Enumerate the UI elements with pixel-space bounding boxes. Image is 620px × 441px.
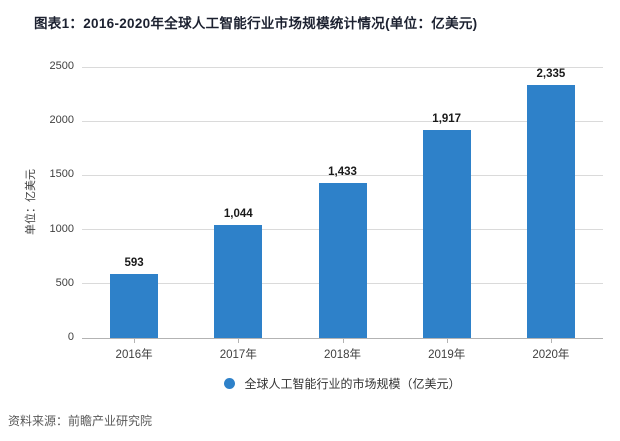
bar: [214, 224, 263, 338]
bar-value-label: 2,335: [536, 67, 566, 80]
x-tick-label: 2018年: [323, 349, 362, 361]
bar-value-label: 1,917: [432, 113, 462, 126]
bar-value-label: 593: [124, 256, 144, 269]
x-tick-label: 2019年: [428, 349, 466, 361]
x-axis-tick: [550, 338, 552, 343]
gridline: [82, 174, 603, 176]
bar-value-label: 1,044: [223, 207, 253, 220]
y-tick-label: 1500: [49, 168, 74, 181]
x-axis-tick: [134, 338, 136, 343]
chart-title: 图表1：2016-2020年全球人工智能行业市场规模统计情况(单位：亿美元): [34, 16, 478, 31]
y-tick-label: 2000: [49, 114, 74, 127]
legend-marker-icon: [224, 378, 236, 389]
legend-label: 全球人工智能行业的市场规模（亿美元）: [244, 377, 461, 391]
bar: [526, 84, 575, 338]
x-axis-tick: [238, 338, 240, 343]
bar-value-label: 1,433: [328, 165, 357, 178]
y-tick-label: 1000: [49, 222, 74, 235]
gridline: [82, 66, 603, 68]
bar: [318, 182, 367, 338]
plot-area: 0 500 1000 1500 2000 2500 593 2016年 1,044 2017年 1,…: [50, 60, 603, 361]
y-tick-label: 500: [55, 276, 74, 289]
bar: [110, 273, 159, 338]
x-tick-label: 2016年: [115, 349, 153, 361]
bar: [422, 130, 471, 338]
legend: 全球人工智能行业的市场规模（亿美元）: [82, 375, 603, 392]
x-tick-label: 2017年: [219, 349, 257, 361]
gridline: [82, 120, 603, 122]
source-note: 资料来源：前瞻产业研究院: [8, 414, 153, 428]
y-tick-label: 0: [67, 331, 74, 343]
x-axis-tick: [446, 338, 448, 343]
y-tick-label: 2500: [49, 60, 74, 72]
x-axis-tick: [342, 338, 344, 343]
x-tick-label: 2020年: [532, 349, 570, 361]
